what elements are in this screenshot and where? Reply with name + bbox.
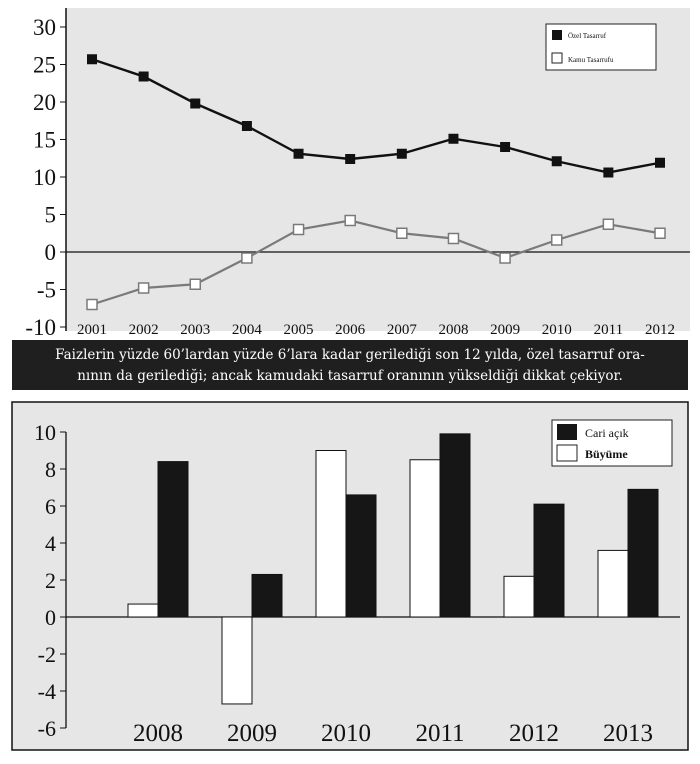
bottom-y-tick-label: 0 (45, 605, 56, 630)
bottom-y-tick-label: 4 (45, 531, 56, 556)
top-series-line (91, 219, 661, 306)
cari-acik-bar (627, 488, 659, 618)
kamu-point (189, 278, 202, 290)
kamu-point (550, 234, 563, 246)
bottom-x-tick-label: 2010 (321, 720, 371, 747)
buyume-bar (315, 450, 347, 618)
buyume-bar (409, 459, 441, 618)
bottom-x-tick-label: 2011 (415, 720, 464, 747)
bottom-bar-chart: 10 8 6 4 2 0 -2 -4 -6 2008 2009 2010 2011 2012 2013 C… (11, 401, 689, 751)
chart-caption: Faizlerin yüzde 60’lardan yüzde 6’lara k… (12, 340, 688, 390)
bottom-y-tick-label: 6 (45, 494, 56, 519)
top-x-tick-label: 2006 (335, 322, 366, 338)
bottom-x-tick-label: 2012 (509, 720, 559, 747)
top-legend-label-ozel: Özel Tasarruf (568, 32, 607, 40)
top-legend-swatch-ozel (552, 30, 562, 40)
top-x-tick-label: 2004 (232, 322, 263, 338)
ozel-point (500, 142, 511, 152)
top-y-tick-label: 20 (33, 90, 56, 115)
top-series-line (91, 58, 661, 174)
caption-line-1: Faizlerin yüzde 60’lardan yüzde 6’lara k… (55, 347, 645, 363)
ozel-point (345, 154, 356, 164)
top-y-tick-label: -5 (37, 278, 56, 303)
bottom-legend-label-buyume: Büyüme (585, 447, 628, 461)
cari-acik-bar (533, 503, 565, 618)
kamu-point (602, 218, 615, 230)
kamu-point (396, 227, 408, 239)
top-x-tick-label: 2009 (490, 322, 520, 338)
top-x-tick-label: 2008 (438, 322, 468, 338)
bottom-x-axis: 2008 2009 2010 2011 2012 2013 (133, 720, 653, 747)
bottom-x-tick-label: 2008 (133, 720, 183, 747)
bottom-y-tick-label: 2 (45, 568, 56, 593)
buyume-bar (597, 549, 629, 618)
top-y-tick-label: 30 (33, 15, 56, 40)
top-legend-label-kamu: Kamu Tasarrufu (568, 56, 614, 64)
top-y-tick-label: 5 (45, 203, 57, 228)
kamu-point (344, 214, 356, 227)
bottom-y-tick-label: -4 (38, 679, 56, 704)
bottom-bars-group (127, 433, 659, 705)
bottom-y-tick-label: 8 (45, 457, 56, 482)
top-y-axis: 30 25 20 15 10 5 0 -5 -10 (25, 8, 690, 340)
buyume-bar (503, 575, 535, 618)
top-legend-box (545, 23, 657, 71)
top-x-tick-label: 2002 (129, 322, 159, 338)
top-series-group (86, 54, 666, 311)
bottom-legend-label-cari: Cari açık (585, 426, 629, 440)
caption-line-2: nının da gerilediği; ancak kamudaki tasa… (77, 368, 623, 384)
ozel-point (293, 148, 304, 159)
top-y-tick-label: 10 (33, 165, 56, 190)
kamu-point (137, 282, 150, 294)
top-x-tick-label: 2011 (594, 322, 623, 338)
kamu-point (499, 252, 511, 264)
bottom-x-tick-label: 2009 (227, 720, 277, 747)
top-y-tick-label: -10 (25, 315, 56, 340)
ozel-point (87, 54, 97, 65)
top-y-tick-label: 25 (33, 53, 56, 78)
bottom-y-tick-label: -6 (38, 716, 56, 741)
bottom-y-tick-label: -2 (38, 642, 56, 667)
bottom-x-tick-label: 2013 (603, 720, 653, 747)
top-legend: Özel Tasarruf Kamu Tasarrufu (545, 23, 657, 71)
kamu-point (447, 232, 460, 245)
bottom-legend-swatch-buyume (556, 444, 578, 462)
kamu-point (241, 252, 253, 264)
ozel-point (138, 71, 149, 82)
top-x-tick-label: 2010 (542, 322, 572, 338)
ozel-point (655, 157, 665, 168)
ozel-point (190, 98, 201, 109)
ozel-point (448, 133, 459, 144)
ozel-point (241, 121, 252, 131)
top-y-tick-label: 0 (45, 240, 57, 265)
cari-acik-bar (251, 573, 283, 618)
cari-acik-bar (157, 461, 189, 618)
buyume-bar (221, 616, 253, 705)
top-x-tick-label: 2007 (387, 322, 418, 338)
bottom-legend: Cari açık Büyüme (551, 419, 673, 467)
top-y-tick-label: 15 (33, 128, 56, 153)
kamu-point (292, 223, 305, 236)
top-x-tick-label: 2005 (284, 322, 314, 338)
buyume-bar (127, 603, 159, 618)
kamu-point (654, 227, 666, 239)
ozel-point (603, 167, 614, 178)
top-legend-swatch-kamu (551, 52, 563, 64)
top-x-tick-label: 2001 (77, 322, 107, 338)
top-x-tick-label: 2012 (645, 322, 675, 338)
kamu-point (86, 298, 98, 311)
bottom-y-tick-label: 10 (34, 420, 56, 445)
ozel-point (396, 148, 407, 159)
ozel-point (551, 156, 562, 167)
bottom-legend-swatch-cari (557, 424, 577, 440)
cari-acik-bar (439, 433, 471, 618)
cari-acik-bar (345, 494, 377, 618)
top-x-axis: 2001 2002 2003 2004 2005 2006 2007 2008 2009 2010… (77, 322, 675, 338)
top-x-tick-label: 2003 (180, 322, 210, 338)
